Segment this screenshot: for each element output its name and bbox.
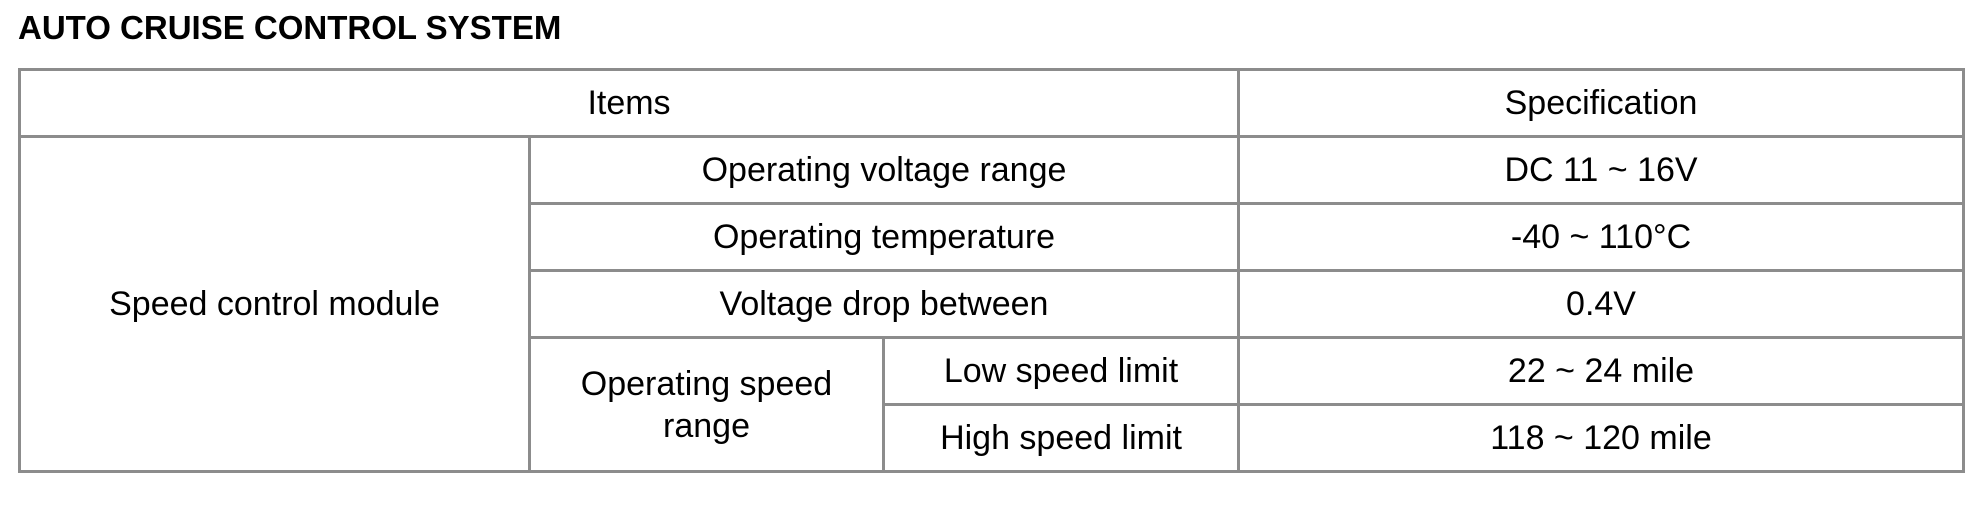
- item-cell: Voltage drop between: [527, 269, 1241, 339]
- document-title: AUTO CRUISE CONTROL SYSTEM: [18, 9, 562, 46]
- header-row: Items Specification: [17, 68, 1966, 138]
- item-cell: Operating voltage range: [527, 135, 1241, 205]
- row: Operating speed range Low speed limit 22…: [20, 336, 1966, 473]
- spec-table: Items Specification Speed control module…: [17, 68, 1966, 473]
- row: Operating temperature -40 ~ 110°C: [20, 202, 1966, 272]
- row: Speed control module Operating voltage r…: [18, 135, 1966, 473]
- spec-cell: 22 ~ 24 mile: [1237, 336, 1966, 406]
- item-cell: High speed limit: [881, 403, 1241, 473]
- spec-cell: 0.4V: [1237, 269, 1966, 339]
- header-cell: Specification: [1237, 68, 1966, 138]
- subgroup-cell: Operating speed range: [528, 336, 885, 473]
- spec-cell: DC 11 ~ 16V: [1237, 135, 1966, 205]
- row: Voltage drop between 0.4V: [20, 269, 1966, 339]
- item-cell: Operating temperature: [527, 202, 1241, 272]
- group-cell: Speed control module: [18, 135, 531, 473]
- item-cell: Low speed limit: [881, 336, 1241, 406]
- row: High speed limit 118 ~ 120 mile: [20, 403, 1966, 473]
- header-cell: Items: [17, 68, 1241, 138]
- spec-cell: -40 ~ 110°C: [1237, 202, 1966, 272]
- spec-cell: 118 ~ 120 mile: [1237, 403, 1966, 473]
